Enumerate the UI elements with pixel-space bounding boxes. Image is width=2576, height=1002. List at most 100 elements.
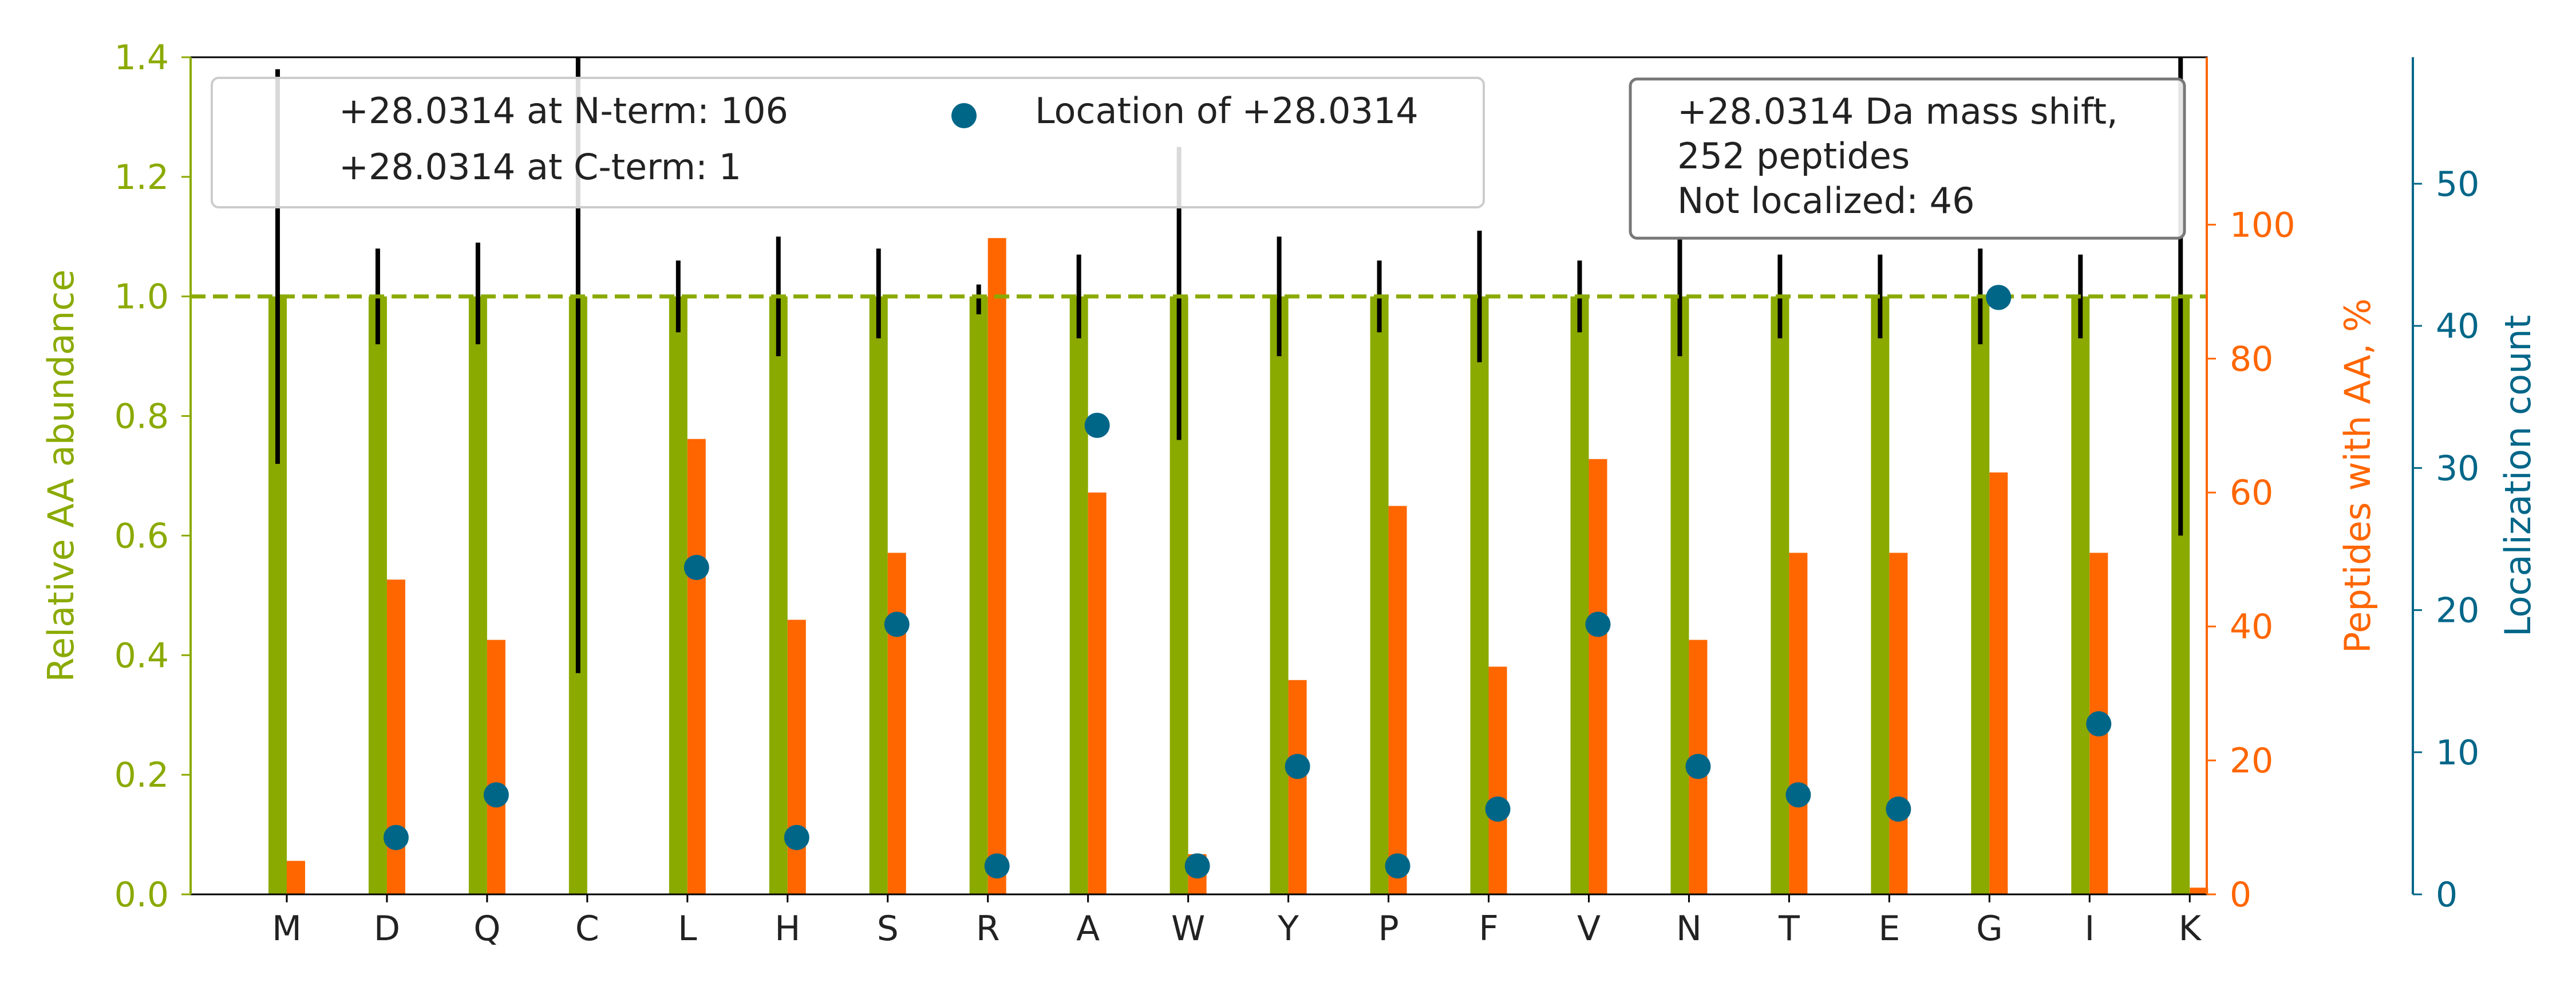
left-axis-label: Relative AA abundance [40, 270, 82, 683]
x-tick-label-E: E [1878, 909, 1900, 949]
x-tick-label-Y: Y [1277, 909, 1299, 949]
left-tick-label: 0.8 [114, 397, 169, 437]
left-tick-label: 0.6 [114, 516, 169, 556]
x-tick-label-N: N [1676, 909, 1702, 949]
localization-dot-G [1986, 285, 2012, 310]
left-tick-label: 1.2 [114, 157, 169, 198]
localization-dot-A [1084, 412, 1110, 438]
abundance-bar-P [1370, 296, 1389, 894]
peptides-bar-T [1789, 553, 1808, 894]
left-tick-label: 0.2 [114, 755, 169, 795]
right2-tick-label: 0 [2436, 875, 2458, 915]
x-tick-label-A: A [1076, 909, 1100, 949]
abundance-bar-V [1570, 296, 1589, 894]
peptides-bar-P [1388, 506, 1407, 894]
peptides-bar-Y [1288, 680, 1307, 894]
legend-item-cterm: +28.0314 at C-term: 1 [339, 146, 741, 188]
x-tick-label-D: D [374, 909, 400, 949]
abundance-bar-S [869, 296, 888, 894]
abundance-bar-I [2071, 296, 2090, 894]
info-box-frame [1629, 77, 2186, 240]
abundance-bar-D [368, 296, 387, 894]
localization-dot-N [1685, 754, 1711, 779]
peptides-bar-M [286, 861, 305, 894]
abundance-bar-E [1871, 296, 1890, 894]
info-box-line: +28.0314 Da mass shift, [1677, 90, 2118, 132]
peptides-bar-S [887, 553, 906, 894]
x-tick-label-W: W [1171, 909, 1205, 949]
x-tick-label-G: G [1976, 909, 2003, 949]
localization-dot-I [2086, 711, 2112, 737]
x-tick-label-P: P [1378, 909, 1398, 949]
localization-dot-Q [483, 782, 509, 808]
left-tick-label: 0.0 [114, 875, 169, 915]
abundance-bar-T [1771, 296, 1789, 894]
x-tick-label-S: S [877, 909, 899, 949]
abundance-bar-H [769, 296, 788, 894]
right1-tick-label: 80 [2230, 339, 2273, 379]
legend-item-location: Location of +28.0314 [1035, 90, 1419, 132]
right1-tick-label: 0 [2230, 875, 2251, 915]
x-tick-label-F: F [1479, 909, 1499, 949]
peptides-bar-E [1889, 553, 1908, 894]
legend-item-nterm: +28.0314 at N-term: 106 [339, 90, 788, 132]
peptides-bar-L [687, 439, 706, 894]
right2-axis-label: Localization count [2497, 315, 2539, 637]
right1-tick-label: 60 [2230, 473, 2273, 513]
abundance-bar-F [1470, 296, 1489, 894]
right1-axis-label: Peptides with AA, % [2337, 298, 2379, 653]
x-tick-label-M: M [272, 909, 302, 949]
right1-tick-label: 100 [2230, 205, 2296, 245]
x-tick-label-I: I [2084, 909, 2095, 949]
abundance-bar-Y [1270, 296, 1289, 894]
legend: +28.0314 at N-term: 106 +28.0314 at C-ter… [211, 77, 1485, 208]
abundance-bar-G [1971, 296, 1990, 894]
legend-frame [211, 77, 1485, 208]
right2-tick-label: 10 [2436, 733, 2479, 773]
peptides-bar-H [787, 620, 806, 894]
left-tick-label: 0.4 [114, 636, 169, 676]
peptides-bar-R [987, 238, 1006, 894]
localization-dot-E [1886, 796, 1911, 822]
abundance-bar-N [1670, 296, 1689, 894]
localization-dot-T [1785, 782, 1811, 808]
peptides-bar-G [1989, 472, 2008, 894]
localization-dot-D [383, 825, 409, 850]
localization-dot-W [1184, 853, 1210, 879]
peptides-bar-V [1589, 459, 1607, 894]
info-box-line: Not localized: 46 [1677, 180, 1975, 222]
localization-dot-Y [1285, 754, 1310, 779]
localization-dot-P [1385, 853, 1411, 879]
localization-dot-V [1585, 612, 1611, 637]
peptides-bar-F [1488, 666, 1507, 894]
peptides-bar-K [2190, 887, 2208, 894]
x-tick-label-L: L [678, 909, 697, 949]
right1-tick-label: 20 [2230, 741, 2273, 781]
left-tick-label: 1.0 [114, 277, 169, 317]
abundance-bar-R [969, 296, 988, 894]
bars-group [268, 238, 2208, 894]
right2-tick-label: 40 [2436, 306, 2479, 346]
peptides-bar-Q [487, 640, 505, 894]
left-tick-label: 1.4 [114, 38, 169, 78]
localization-dot-S [884, 612, 910, 637]
legend-dot-icon [951, 103, 977, 128]
peptides-bar-A [1088, 492, 1107, 894]
x-tick-label-K: K [2179, 909, 2202, 949]
localization-dot-H [784, 825, 809, 850]
localization-dot-R [984, 853, 1010, 879]
right1-tick-label: 40 [2230, 607, 2273, 647]
abundance-bar-A [1069, 296, 1088, 894]
localization-dot-F [1485, 796, 1511, 822]
localization-dot-L [683, 555, 709, 581]
x-tick-label-V: V [1577, 909, 1601, 949]
localization-dots-group [383, 285, 2112, 879]
abundance-bar-Q [468, 296, 487, 894]
info-box-line: 252 peptides [1677, 135, 1910, 177]
abundance-bar-L [669, 296, 688, 894]
x-tick-label-R: R [976, 909, 1000, 949]
right2-tick-label: 20 [2436, 591, 2479, 631]
x-tick-label-C: C [575, 909, 599, 949]
